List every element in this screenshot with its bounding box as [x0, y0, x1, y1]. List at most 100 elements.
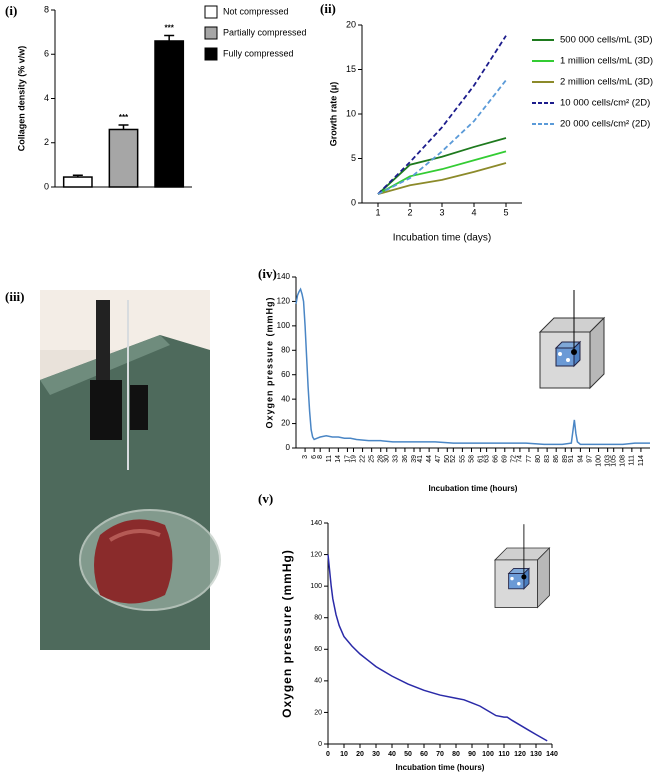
y-tick-label: 6	[44, 49, 49, 59]
x-tick-label: 90	[468, 751, 476, 758]
x-tick-label: 80	[452, 751, 460, 758]
x-tick-label: 105	[611, 455, 618, 467]
y-tick-label: 8	[44, 4, 49, 14]
x-axis-label: Incubation time (hours)	[396, 763, 485, 772]
x-tick-label: 50	[444, 455, 451, 463]
x-tick-label: 0	[326, 751, 330, 758]
y-tick-label: 100	[277, 321, 291, 330]
y-axis-label: Oxygen pressure (mmHg)	[264, 296, 274, 428]
x-tick-label: 19	[350, 455, 357, 463]
x-tick-label: 36	[402, 455, 409, 463]
y-tick-label: 100	[310, 583, 322, 590]
y-tick-label: 2	[44, 137, 49, 147]
bar	[154, 40, 185, 188]
y-tick-label: 0	[286, 443, 291, 452]
x-tick-label: 44	[426, 455, 433, 463]
x-tick-label: 20	[356, 751, 364, 758]
x-tick-label: 3	[302, 455, 309, 459]
series-line	[377, 162, 507, 195]
x-tick-label: 89	[562, 455, 569, 463]
x-tick-label: 4	[471, 207, 476, 217]
legend-label: 10 000 cells/cm² (2D)	[560, 98, 650, 109]
x-tick-label: 40	[388, 751, 396, 758]
x-tick-label: 10	[340, 751, 348, 758]
x-tick-label: 58	[468, 455, 475, 463]
x-tick-label: 86	[553, 455, 560, 463]
x-tick-label: 39	[411, 455, 418, 463]
photo: (iii)	[5, 289, 221, 650]
x-tick-label: 41	[417, 455, 424, 463]
y-axis-label: Oxygen pressure (mmHg)	[280, 549, 294, 718]
x-tick-label: 69	[502, 455, 509, 463]
legend-label: 2 million cells/mL (3D)	[560, 77, 653, 88]
x-tick-label: 17	[344, 455, 351, 463]
y-tick-label: 80	[281, 345, 290, 354]
bar	[108, 128, 139, 188]
error-bar	[164, 34, 175, 41]
legend-label: 500 000 cells/mL (3D)	[560, 35, 653, 46]
y-tick-label: 40	[281, 394, 290, 403]
series-line	[377, 79, 507, 195]
x-tick-label: 77	[526, 455, 533, 463]
x-tick-label: 66	[493, 455, 500, 463]
x-tick-label: 130	[530, 751, 542, 758]
x-tick-label: 80	[535, 455, 542, 463]
y-tick-label: 60	[314, 646, 322, 653]
x-tick-label: 111	[629, 455, 636, 466]
y-tick-label: 4	[44, 93, 49, 103]
x-tick-label: 5	[503, 207, 508, 217]
error-bar	[72, 174, 83, 178]
x-tick-label: 61	[477, 455, 484, 463]
x-tick-label: 30	[384, 455, 391, 463]
legend-label: 1 million cells/mL (3D)	[560, 56, 653, 67]
x-tick-label: 60	[420, 751, 428, 758]
x-tick-label: 70	[436, 751, 444, 758]
probe-icon	[539, 289, 605, 389]
legend-swatch	[204, 5, 218, 19]
x-tick-label: 2	[407, 207, 412, 217]
panel-label: (iv)	[258, 266, 277, 281]
x-tick-label: 140	[546, 751, 558, 758]
x-tick-label: 103	[604, 455, 611, 467]
series-line	[377, 137, 507, 195]
x-tick-label: 55	[459, 455, 466, 463]
probe-icon	[494, 523, 550, 608]
y-tick-label: 140	[277, 272, 291, 281]
y-tick-label: 140	[310, 520, 322, 527]
x-tick-label: 83	[544, 455, 551, 463]
x-tick-label: 120	[514, 751, 526, 758]
legend-swatch	[204, 47, 218, 61]
x-tick-label: 1	[375, 207, 380, 217]
panel-label: (v)	[258, 491, 273, 506]
x-tick-label: 11	[326, 455, 333, 462]
y-tick-label: 20	[314, 709, 322, 716]
x-tick-label: 110	[498, 751, 509, 758]
y-tick-label: 0	[318, 741, 322, 748]
legend-label: Partially compressed	[223, 27, 307, 37]
x-tick-label: 91	[568, 455, 575, 463]
x-tick-label: 108	[620, 455, 627, 467]
x-tick-label: 8	[317, 455, 324, 459]
x-tick-label: 50	[404, 751, 412, 758]
x-tick-label: 6	[311, 455, 318, 459]
x-tick-label: 97	[586, 455, 593, 463]
legend-swatch	[204, 26, 218, 40]
y-tick-label: 60	[281, 370, 290, 379]
x-tick-label: 74	[517, 455, 524, 463]
y-tick-label: 15	[346, 64, 356, 74]
x-tick-label: 72	[511, 455, 518, 463]
panel-label: (iii)	[5, 289, 25, 304]
y-axis-label: Growth rate (μ)	[328, 82, 338, 147]
x-tick-label: 94	[577, 455, 584, 463]
x-tick-label: 22	[359, 455, 366, 463]
y-tick-label: 20	[281, 419, 290, 428]
x-tick-label: 52	[450, 455, 457, 463]
x-tick-label: 47	[435, 455, 442, 463]
y-tick-label: 5	[351, 153, 356, 163]
x-axis-label: Incubation time (days)	[393, 233, 491, 244]
x-tick-label: 3	[439, 207, 444, 217]
y-tick-label: 0	[44, 181, 49, 191]
bar	[62, 176, 93, 188]
y-tick-label: 40	[314, 678, 322, 685]
